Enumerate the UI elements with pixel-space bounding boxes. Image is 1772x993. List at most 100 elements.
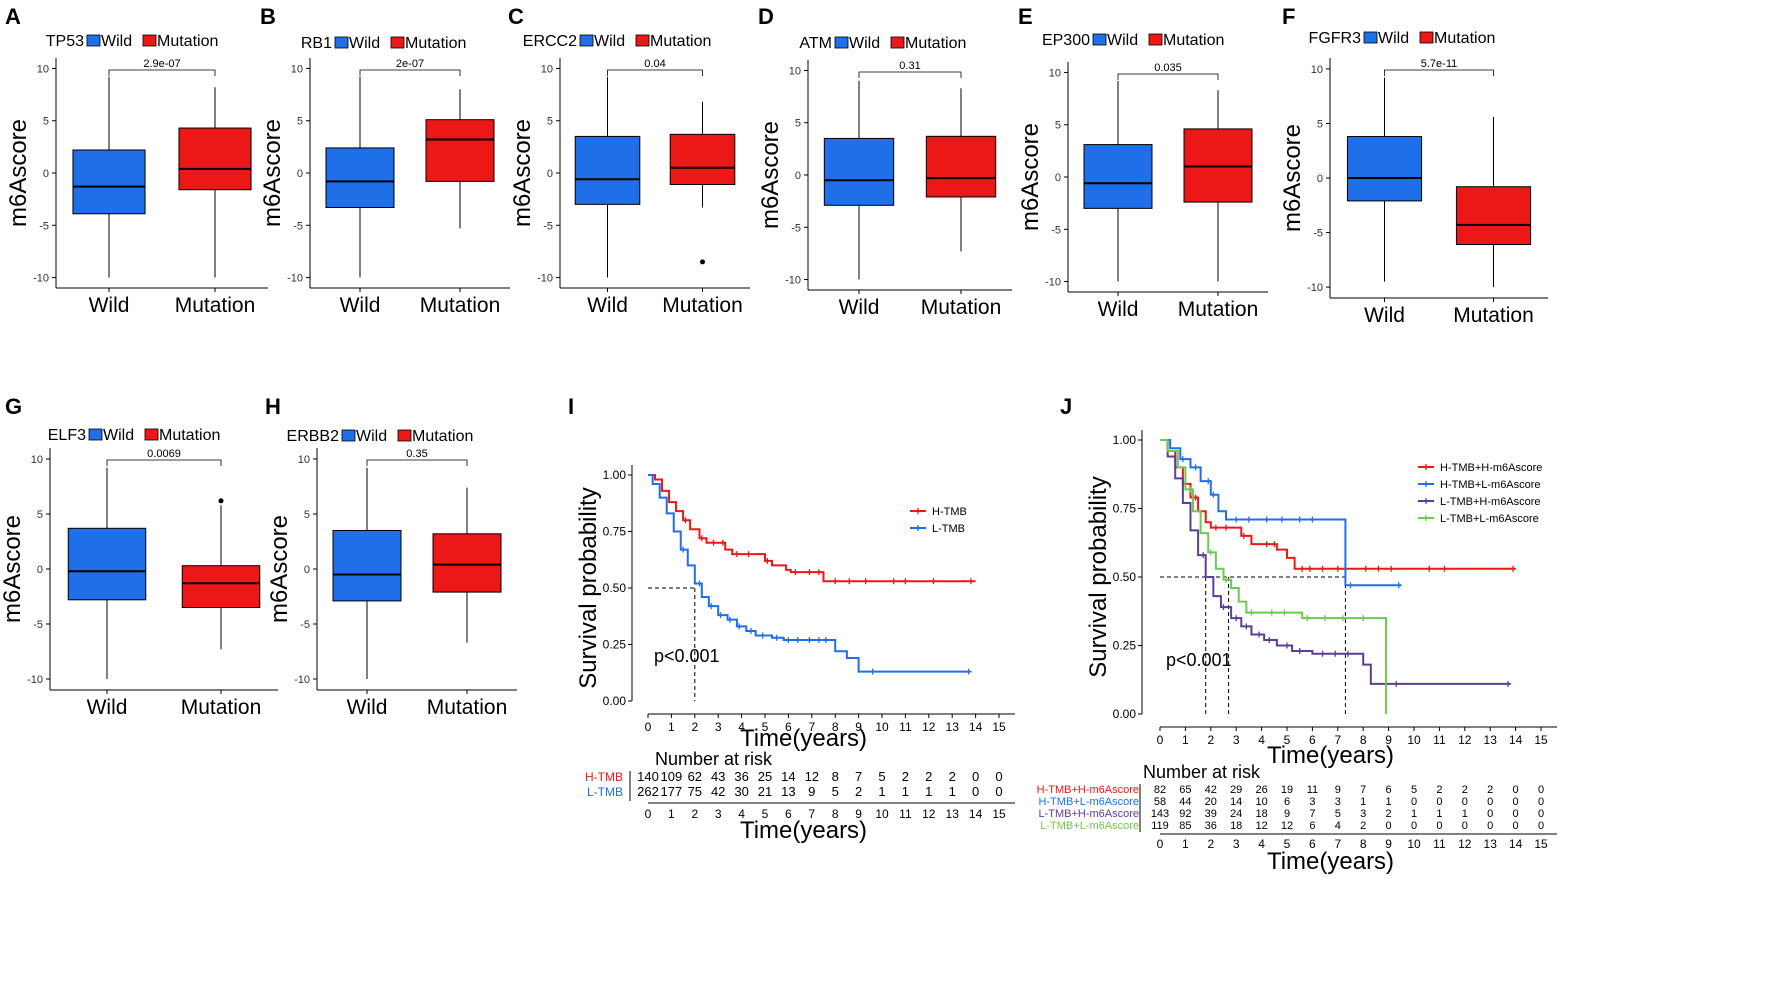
y-tick-label: -10 — [33, 273, 49, 285]
legend-label-wild: Wild — [349, 35, 380, 52]
panel-title: ELF3 — [48, 427, 86, 444]
risk-value: 1 — [1411, 808, 1417, 820]
risk-x-axis-title: Time(years) — [740, 817, 867, 844]
risk-value: 19 — [1281, 784, 1293, 796]
pvalue-bracket — [366, 459, 468, 466]
panel-title: ERBB2 — [287, 428, 340, 445]
censor-mark — [1375, 565, 1382, 572]
legend-swatch-wild — [88, 428, 103, 441]
risk-value: 43 — [711, 769, 725, 784]
risk-x-tick-label: 14 — [1509, 837, 1523, 851]
risk-x-tick-label: 4 — [738, 807, 745, 821]
x-tick-label: 12 — [1458, 733, 1472, 747]
risk-value: 2 — [1386, 808, 1392, 820]
censor-mark — [1339, 615, 1346, 622]
y-tick-label: 0.25 — [1113, 639, 1137, 653]
censor-mark — [1240, 532, 1247, 539]
risk-value: 26 — [1255, 784, 1267, 796]
legend-label-wild: Wild — [594, 33, 625, 50]
boxplot-panel-b: B RB1 Wild Mutation 10 5 0 -5 -10 m6Ascore Wild Mut… — [259, 4, 510, 317]
legend-label-wild: Wild — [103, 427, 134, 444]
risk-x-tick-label: 0 — [645, 807, 652, 821]
x-tick-label: 15 — [1534, 733, 1548, 747]
x-category-label: Mutation — [921, 296, 1002, 319]
censor-mark — [680, 546, 687, 553]
y-tick-label: -10 — [27, 674, 43, 686]
risk-value: 109 — [661, 769, 683, 784]
y-tick-label: 1.00 — [603, 468, 627, 482]
pvalue-label: 0.35 — [406, 448, 427, 460]
risk-value: 11 — [1307, 784, 1318, 796]
risk-value: 39 — [1205, 808, 1217, 820]
y-tick-label: 0.00 — [603, 694, 627, 708]
y-tick-label: -5 — [791, 222, 801, 234]
legend-label-wild: Wild — [849, 35, 880, 52]
risk-value: 2 — [1487, 784, 1493, 796]
risk-value: 7 — [855, 769, 862, 784]
y-tick-label: 0 — [304, 564, 310, 576]
censor-mark — [1271, 541, 1278, 548]
risk-value: 12 — [1255, 820, 1267, 832]
x-tick-label: 10 — [875, 720, 889, 734]
y-tick-label: 0 — [297, 168, 303, 180]
pvalue-label: p<0.001 — [1166, 650, 1232, 670]
censor-mark — [1504, 680, 1511, 687]
risk-value: 5 — [1335, 808, 1341, 820]
x-tick-label: 1 — [1182, 733, 1189, 747]
censor-mark — [1441, 565, 1448, 572]
censor-mark — [726, 616, 733, 623]
panel-letter: J — [1060, 394, 1072, 419]
risk-value: 1 — [902, 784, 909, 799]
risk-value: 140 — [637, 769, 659, 784]
censor-mark — [736, 623, 743, 630]
legend-swatch-mutation — [390, 36, 405, 49]
x-category-label: Wild — [340, 294, 381, 317]
censor-mark — [1360, 615, 1367, 622]
y-axis-title: m6Ascore — [757, 121, 784, 229]
risk-value: 92 — [1179, 808, 1191, 820]
legend-label: L-TMB — [932, 523, 965, 535]
risk-value: 1 — [1462, 808, 1468, 820]
censor-mark — [930, 578, 937, 585]
y-axis-title: Survival probability — [1085, 476, 1112, 677]
x-tick-label: 12 — [922, 720, 936, 734]
risk-x-tick-label: 9 — [1385, 837, 1392, 851]
legend-swatch-mutation — [1148, 33, 1163, 46]
censor-mark — [1322, 615, 1329, 622]
risk-value: 0 — [1411, 796, 1417, 808]
censor-mark — [1334, 565, 1341, 572]
legend-label-wild: Wild — [1107, 32, 1138, 49]
censor-mark — [794, 636, 801, 643]
risk-value: 3 — [1335, 796, 1341, 808]
x-category-label: Wild — [839, 296, 880, 319]
x-category-label: Wild — [87, 696, 128, 719]
legend-label-mutation: Mutation — [650, 33, 711, 50]
risk-x-tick-label: 10 — [1407, 837, 1421, 851]
y-tick-label: 5 — [795, 118, 801, 130]
risk-x-tick-label: 5 — [1284, 837, 1291, 851]
x-tick-label: 11 — [1433, 733, 1446, 747]
risk-value: 9 — [1335, 784, 1341, 796]
legend-label-wild: Wild — [101, 33, 132, 50]
x-tick-label: 10 — [1407, 733, 1421, 747]
risk-value: 1 — [925, 784, 932, 799]
y-axis-title: m6Ascore — [266, 515, 293, 623]
risk-x-tick-label: 0 — [1157, 837, 1164, 851]
legend-label: H-TMB — [932, 506, 967, 518]
censor-mark — [1284, 642, 1290, 649]
x-tick-label: 1 — [668, 720, 675, 734]
risk-value: 1 — [949, 784, 956, 799]
legend-label-mutation: Mutation — [159, 427, 220, 444]
box-mutation — [1455, 186, 1532, 246]
box-wild — [72, 149, 146, 215]
y-tick-label: 10 — [789, 65, 801, 77]
survival-curve-2 — [1160, 439, 1511, 685]
risk-x-tick-label: 3 — [1233, 837, 1240, 851]
y-tick-label: -10 — [537, 273, 553, 285]
censor-mark — [806, 636, 813, 643]
pvalue-label: 0.035 — [1154, 62, 1182, 74]
censor-mark — [1233, 516, 1240, 523]
risk-value: 30 — [734, 784, 748, 799]
censor-mark — [1344, 650, 1351, 657]
risk-value: 0 — [1513, 784, 1519, 796]
